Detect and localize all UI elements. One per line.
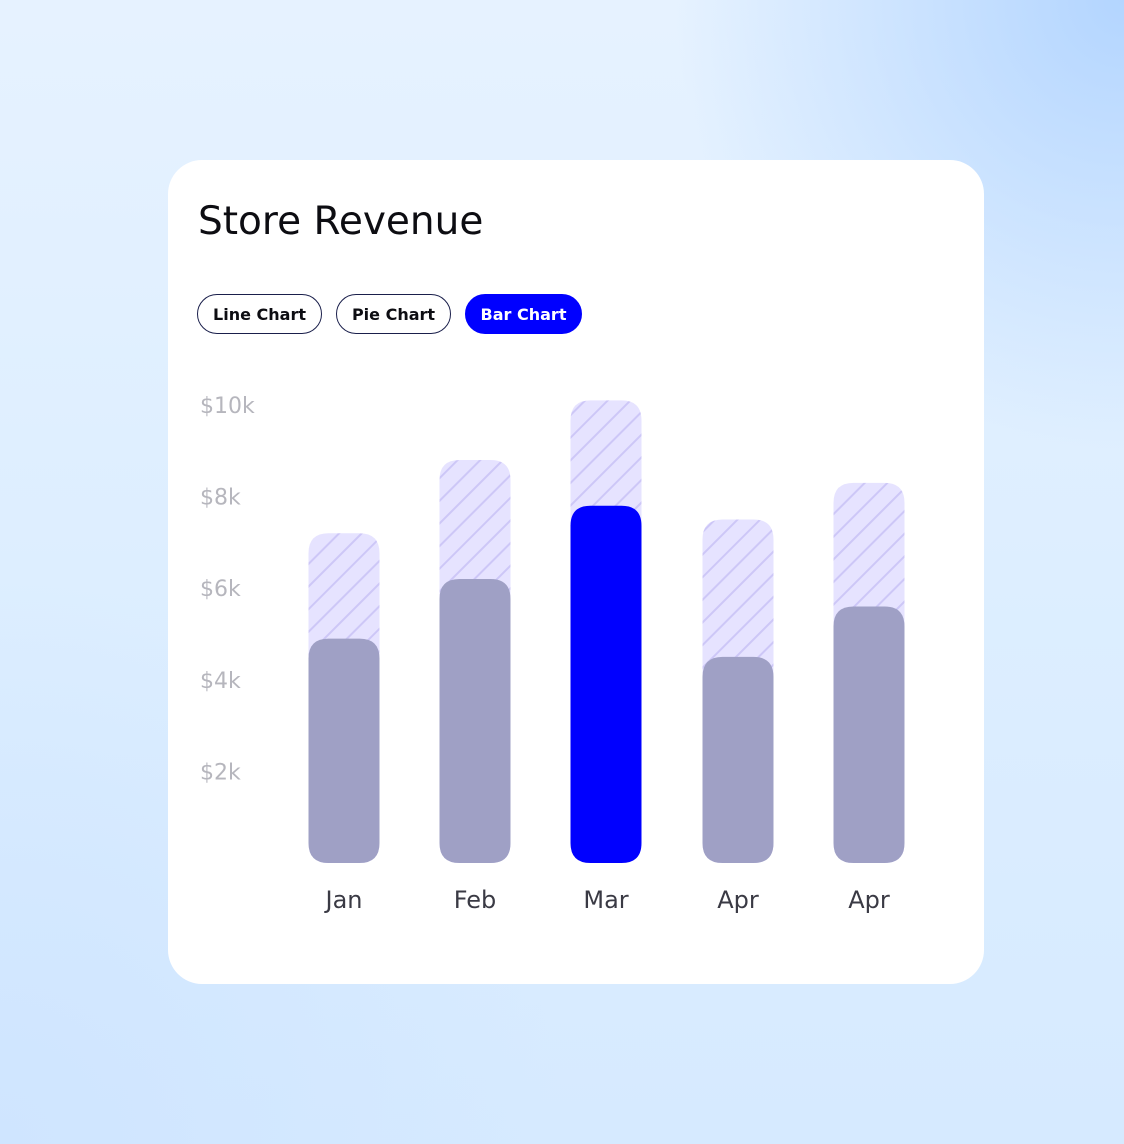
x-tick-label: Apr [717, 886, 759, 914]
y-tick-label: $6k [200, 577, 241, 602]
y-tick-label: $2k [200, 760, 241, 785]
chart-type-tabs: Line Chart Pie Chart Bar Chart [197, 294, 582, 334]
y-tick-label: $4k [200, 669, 241, 694]
x-tick-label: Mar [583, 886, 628, 914]
revenue-card: Store Revenue Line Chart Pie Chart Bar C… [168, 160, 984, 984]
bar-actual-highlighted[interactable] [570, 505, 642, 863]
tab-bar-chart[interactable]: Bar Chart [465, 294, 582, 334]
bar-actual[interactable] [439, 579, 511, 863]
bar-actual[interactable] [833, 606, 905, 863]
card-title: Store Revenue [198, 199, 484, 244]
tab-line-chart[interactable]: Line Chart [197, 294, 322, 334]
x-tick-label: Feb [454, 886, 497, 914]
x-axis: Jan Feb Mar Apr Apr [324, 886, 890, 914]
x-tick-label: Jan [324, 886, 363, 914]
y-tick-label: $8k [200, 486, 241, 511]
bar-actual[interactable] [702, 656, 774, 863]
bar-chart: $10k $8k $6k $4k $2k Jan Feb Mar Apr Apr [200, 394, 905, 914]
y-axis: $10k $8k $6k $4k $2k [200, 394, 255, 785]
bar-actual[interactable] [308, 638, 380, 863]
x-tick-label: Apr [848, 886, 890, 914]
tab-pie-chart[interactable]: Pie Chart [336, 294, 451, 334]
y-tick-label: $10k [200, 394, 255, 419]
bars [308, 400, 905, 863]
